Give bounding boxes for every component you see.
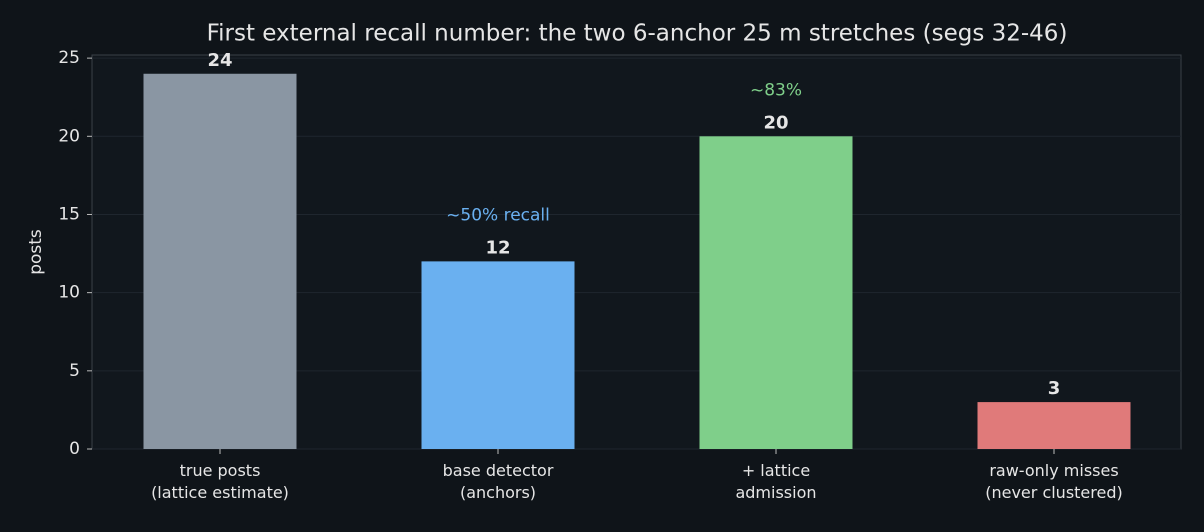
- y-axis-label: posts: [26, 229, 46, 275]
- bar: [421, 261, 575, 449]
- value-label: 12: [485, 237, 510, 258]
- y-tick-label: 10: [58, 283, 80, 303]
- value-label: 24: [207, 50, 232, 71]
- bar: [977, 402, 1131, 449]
- annotation: ~50% recall: [446, 205, 550, 225]
- bar: [143, 73, 297, 449]
- y-tick-label: 5: [69, 361, 80, 381]
- bar: [699, 136, 853, 450]
- x-tick-label: + lattice admission: [735, 461, 816, 502]
- x-tick-label: base detector (anchors): [443, 461, 554, 502]
- x-tick-label: raw-only misses (never clustered): [985, 461, 1123, 502]
- chart-title: First external recall number: the two 6-…: [207, 21, 1068, 47]
- y-tick-label: 0: [69, 439, 80, 459]
- value-label: 3: [1048, 378, 1061, 399]
- y-tick-label: 20: [58, 126, 80, 146]
- y-tick-label: 15: [58, 204, 80, 224]
- value-label: 20: [763, 112, 788, 133]
- x-tick-label: true posts (lattice estimate): [151, 461, 289, 502]
- y-tick-label: 25: [58, 48, 80, 68]
- annotation: ~83%: [750, 80, 802, 100]
